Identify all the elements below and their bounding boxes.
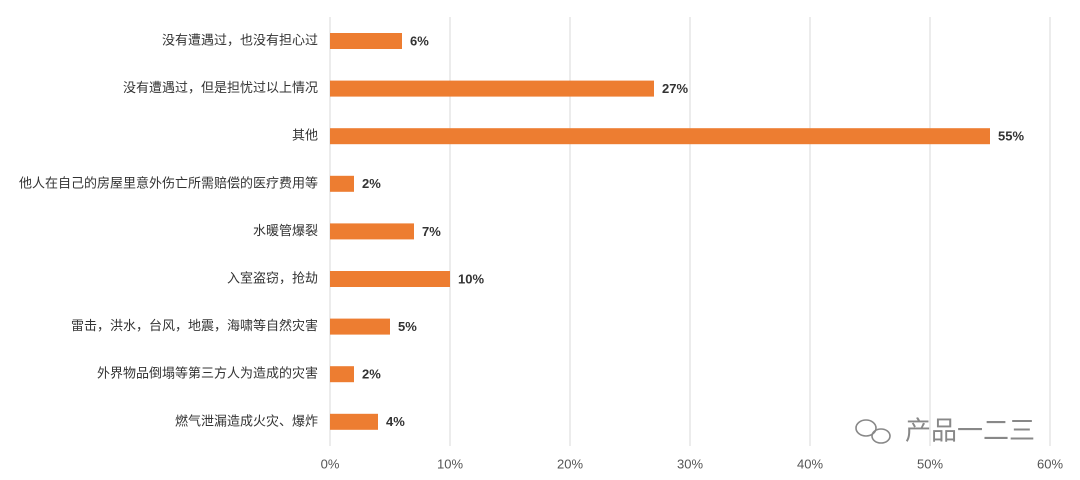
- x-tick-label: 20%: [557, 456, 583, 471]
- bar: [330, 223, 414, 240]
- y-tick-label: 雷击，洪水，台风，地震，海啸等自然灾害: [71, 318, 318, 334]
- bar: [330, 366, 354, 383]
- value-label: 6%: [410, 33, 429, 48]
- value-label: 10%: [458, 271, 484, 286]
- watermark: 产品一二三: [905, 417, 1035, 447]
- value-label: 4%: [386, 414, 405, 429]
- x-tick-label: 30%: [677, 456, 703, 471]
- y-tick-label: 燃气泄漏造成火灾、爆炸: [175, 413, 318, 429]
- value-label: 2%: [362, 176, 381, 191]
- x-tick-label: 40%: [797, 456, 823, 471]
- value-label: 5%: [398, 319, 417, 334]
- bar: [330, 271, 450, 287]
- bar: [330, 33, 402, 49]
- bar: [330, 413, 378, 430]
- y-tick-label: 没有遭遇过，也没有担心过: [162, 34, 318, 49]
- value-label: 2%: [362, 367, 381, 382]
- value-label: 7%: [422, 224, 441, 239]
- y-tick-label: 外界物品倒塌等第三方人为造成的灾害: [97, 366, 318, 382]
- y-tick-label: 其他: [292, 129, 318, 144]
- value-label: 55%: [998, 129, 1024, 144]
- x-tick-label: 10%: [437, 456, 463, 471]
- bar: [330, 128, 990, 145]
- x-tick-label: 0%: [321, 456, 340, 471]
- y-tick-label: 水暖管爆裂: [253, 224, 318, 239]
- y-tick-label: 没有遭遇过，但是担忧过以上情况: [123, 81, 318, 96]
- y-tick-label: 他人在自己的房屋里意外伤亡所需赔偿的医疗费用等: [19, 175, 318, 191]
- x-tick-label: 60%: [1037, 456, 1063, 471]
- bar: [330, 318, 390, 335]
- bar: [330, 80, 654, 97]
- y-tick-label: 入室盗窃，抢劫: [227, 271, 318, 287]
- value-label: 27%: [662, 81, 688, 96]
- bar: [330, 175, 354, 192]
- watermark-icon: [855, 419, 891, 444]
- x-tick-label: 50%: [917, 456, 943, 471]
